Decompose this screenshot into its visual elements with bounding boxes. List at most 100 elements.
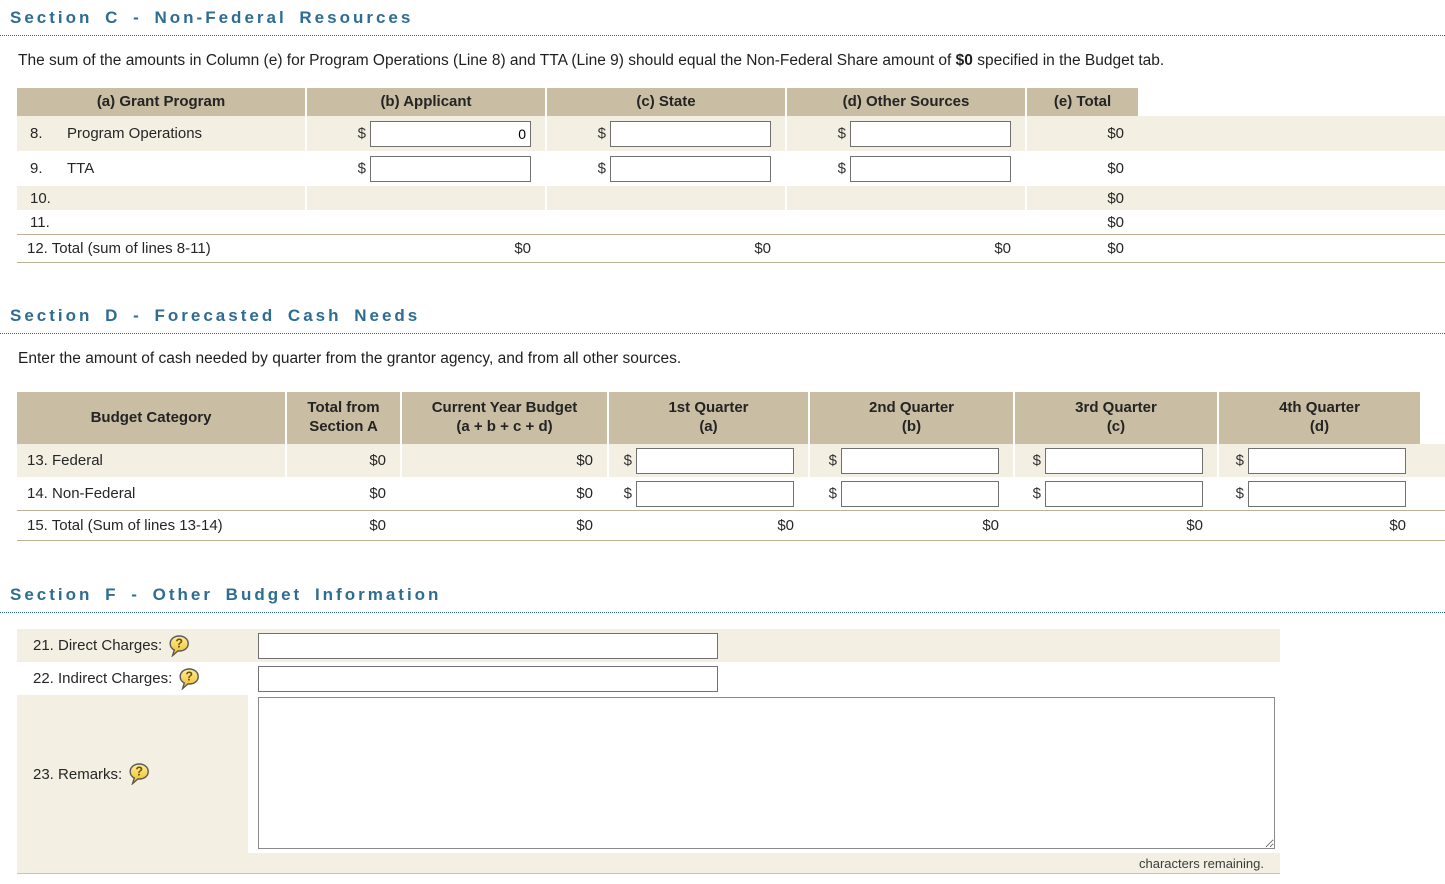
table-row-non-federal: 14. Non-Federal $0 $0 $ $ $ $: [17, 477, 1445, 510]
line8-state-input[interactable]: [610, 120, 771, 147]
dollar-sign: $: [828, 452, 837, 469]
line9-other-sources-input[interactable]: [850, 155, 1011, 182]
line15-section-a-total: $0: [285, 511, 400, 540]
characters-remaining-text: characters remaining.: [1139, 855, 1264, 871]
svg-text:?: ?: [176, 636, 184, 650]
help-icon[interactable]: ?: [179, 667, 200, 690]
col-2nd-quarter: 2nd Quarter (b): [808, 392, 1013, 444]
section-c-desc-suffix: specified in the Budget tab.: [972, 52, 1165, 69]
line15-current-year-budget: $0: [400, 511, 607, 540]
q2-cell: $: [808, 477, 1013, 510]
table-row-tta: 9. TTA $ $ $ $0: [17, 151, 1445, 186]
state-cell: [545, 186, 785, 210]
q4-cell: $: [1217, 477, 1420, 510]
line13-section-a-total: $0: [285, 444, 400, 477]
help-icon[interactable]: ?: [129, 763, 150, 785]
dollar-sign: $: [837, 125, 846, 142]
dollar-sign: $: [1032, 452, 1041, 469]
non-federal-resources-table: (a) Grant Program (b) Applicant (c) Stat…: [17, 88, 1445, 263]
line13-q1-input[interactable]: [636, 447, 794, 474]
row-label-cell: 9. TTA: [17, 151, 305, 186]
line-number: 11.: [30, 213, 50, 231]
direct-charges-label: 21. Direct Charges:: [33, 637, 163, 654]
col-state: (c) State: [545, 88, 785, 116]
col-current-year-budget: Current Year Budget (a + b + c + d): [400, 392, 607, 444]
line9-applicant-input[interactable]: [370, 155, 531, 182]
row-label: TTA: [67, 160, 95, 177]
non-federal-share-amount: $0: [955, 52, 973, 69]
col-3rd-quarter: 3rd Quarter (c): [1013, 392, 1217, 444]
line14-q4-input[interactable]: [1248, 480, 1406, 507]
line8-applicant-input[interactable]: [370, 120, 531, 147]
state-cell: $: [545, 116, 785, 151]
indirect-charges-input[interactable]: [258, 665, 718, 692]
dollar-sign: $: [1235, 452, 1244, 469]
table-header-row: Budget Category Total from Section A Cur…: [17, 392, 1445, 444]
col-other-sources: (d) Other Sources: [785, 88, 1025, 116]
other-sources-cell: [785, 210, 1025, 234]
table-header-row: (a) Grant Program (b) Applicant (c) Stat…: [17, 88, 1445, 116]
forecasted-cash-needs-table: Budget Category Total from Section A Cur…: [17, 392, 1445, 541]
line12-state-total: $0: [545, 235, 785, 262]
section-c-description: The sum of the amounts in Column (e) for…: [18, 52, 1445, 70]
remarks-textarea-cell: [248, 695, 1280, 853]
row-label: 14. Non-Federal: [27, 485, 136, 502]
section-d-heading: Section D - Forecasted Cash Needs: [0, 304, 1445, 334]
line12-other-sources-total: $0: [785, 235, 1025, 262]
q3-cell: $: [1013, 444, 1217, 477]
line8-other-sources-input[interactable]: [850, 120, 1011, 147]
line9-state-input[interactable]: [610, 155, 771, 182]
line14-q3-input[interactable]: [1045, 480, 1203, 507]
line15-q1-total: $0: [607, 511, 808, 540]
dollar-sign: $: [597, 125, 606, 142]
table-row-11: 11. $0: [17, 210, 1445, 234]
other-sources-cell: $: [785, 151, 1025, 186]
line9-total: $0: [1025, 151, 1138, 186]
line13-q4-input[interactable]: [1248, 447, 1406, 474]
row-label-cell: 8. Program Operations: [17, 116, 305, 151]
line-number: 8.: [30, 125, 43, 142]
col-4th-quarter: 4th Quarter (d): [1217, 392, 1420, 444]
help-icon[interactable]: ?: [169, 634, 190, 657]
line14-q1-input[interactable]: [636, 480, 794, 507]
line13-current-year-budget: $0: [400, 444, 607, 477]
line14-q2-input[interactable]: [841, 480, 999, 507]
col-total-from-section-a: Total from Section A: [285, 392, 400, 444]
line13-q2-input[interactable]: [841, 447, 999, 474]
table-row-total: 15. Total (Sum of lines 13-14) $0 $0 $0 …: [17, 510, 1445, 541]
col-1st-quarter: 1st Quarter (a): [607, 392, 808, 444]
table-row-10: 10. $0: [17, 186, 1445, 210]
dollar-sign: $: [357, 125, 366, 142]
remarks-row: 23. Remarks: ?: [17, 695, 1280, 853]
table-row-federal: 13. Federal $0 $0 $ $ $ $: [17, 444, 1445, 477]
line-number: 9.: [30, 160, 43, 177]
dollar-sign: $: [597, 160, 606, 177]
line14-current-year-budget: $0: [400, 477, 607, 510]
line14-section-a-total: $0: [285, 477, 400, 510]
col-applicant: (b) Applicant: [305, 88, 545, 116]
direct-charges-label-cell: 21. Direct Charges: ?: [17, 634, 248, 657]
row-label-cell: 10.: [17, 186, 305, 210]
direct-charges-input[interactable]: [258, 632, 718, 659]
line11-total: $0: [1025, 210, 1138, 234]
q2-cell: $: [808, 444, 1013, 477]
row-label: 13. Federal: [27, 452, 103, 469]
total-row-label: 15. Total (Sum of lines 13-14): [27, 517, 223, 534]
line15-q4-total: $0: [1217, 511, 1420, 540]
line15-q3-total: $0: [1013, 511, 1217, 540]
remarks-textarea[interactable]: [258, 697, 1275, 849]
direct-charges-input-cell: [248, 632, 1280, 659]
applicant-cell: [305, 186, 545, 210]
other-sources-cell: [785, 186, 1025, 210]
dollar-sign: $: [623, 452, 632, 469]
line-number: 10.: [30, 189, 51, 207]
line10-total: $0: [1025, 186, 1138, 210]
line15-q2-total: $0: [808, 511, 1013, 540]
col-budget-category: Budget Category: [17, 392, 285, 444]
direct-charges-row: 21. Direct Charges: ?: [17, 629, 1280, 662]
line13-q3-input[interactable]: [1045, 447, 1203, 474]
remarks-label: 23. Remarks:: [33, 765, 123, 783]
characters-remaining-row: characters remaining.: [17, 853, 1280, 873]
dollar-sign: $: [357, 160, 366, 177]
